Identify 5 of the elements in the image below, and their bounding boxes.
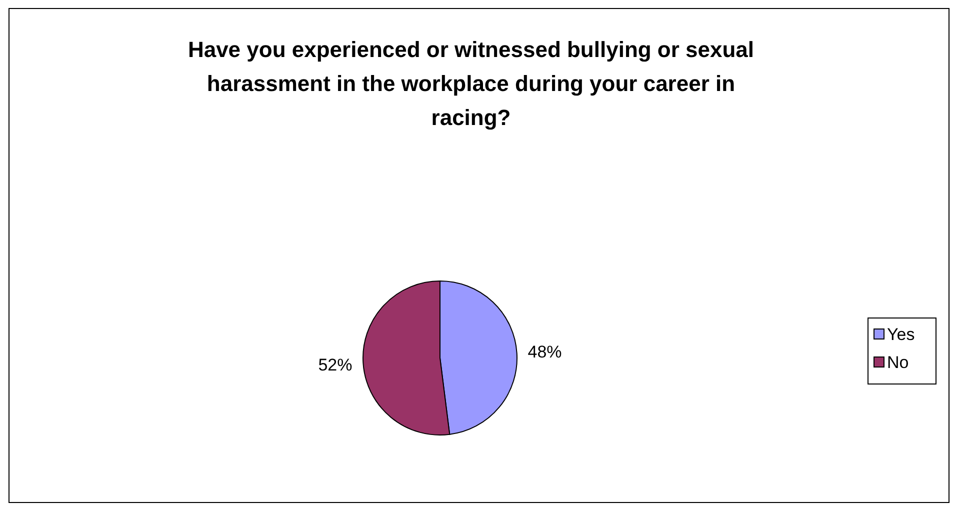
data-label: 52% xyxy=(318,356,352,375)
legend-label: No xyxy=(887,353,909,372)
chart-title: Have you experienced or witnessed bullying or sexual harassment in the workplace during your career in racing? xyxy=(188,37,754,130)
data-label: 48% xyxy=(528,342,562,362)
legend-label: Yes xyxy=(887,325,915,344)
